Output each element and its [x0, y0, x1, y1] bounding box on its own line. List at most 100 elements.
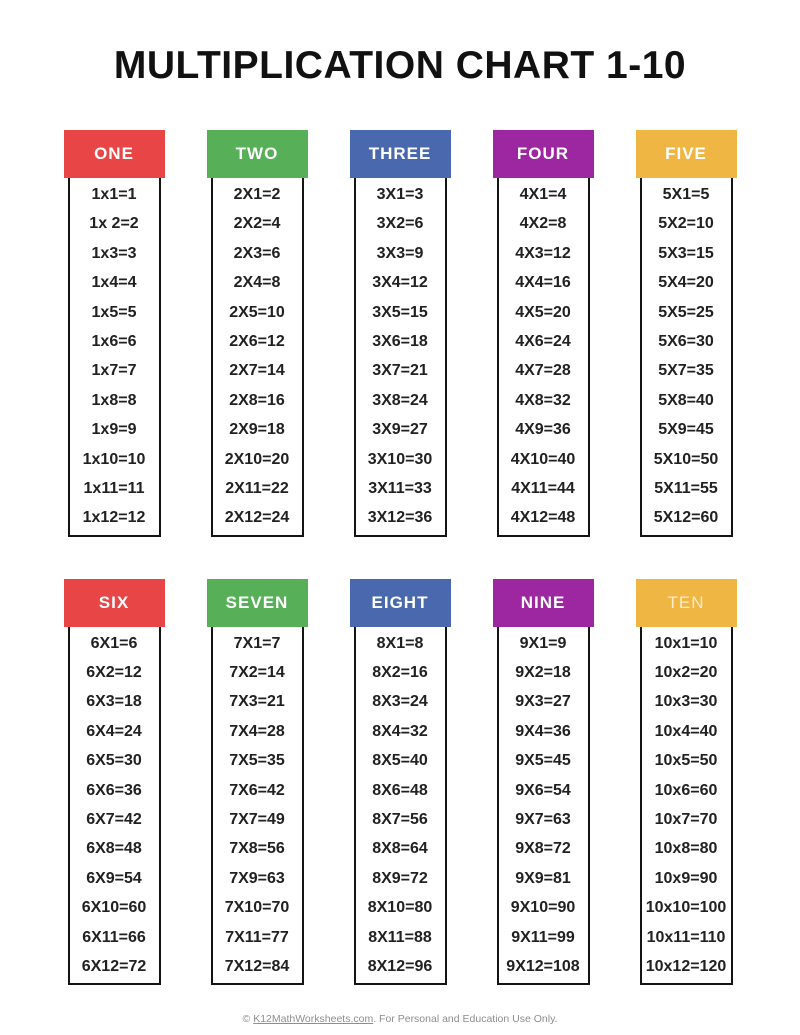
fact-row: 10x7=70	[654, 811, 718, 829]
fact-row: 10x11=110	[646, 928, 726, 946]
fact-row: 5X6=30	[658, 332, 714, 350]
fact-row: 10x8=80	[654, 840, 718, 858]
fact-row: 10x5=50	[654, 752, 718, 770]
fact-row: 10x2=20	[654, 664, 718, 682]
card-four: FOUR 4X1=4 4X2=8 4X3=12 4X4=16 4X5=20 4X6=24 4X…	[492, 130, 594, 537]
fact-row: 4X1=4	[519, 186, 567, 203]
card-header-ten: TEN	[635, 578, 737, 627]
fact-row: 4X4=16	[515, 274, 571, 292]
card-header-four: FOUR	[492, 130, 594, 178]
fact-row: 7X8=56	[229, 840, 285, 858]
fact-row: 8X12=96	[367, 957, 433, 975]
fact-row: 3X6=18	[372, 332, 428, 350]
fact-row: 2X6=12	[229, 332, 285, 350]
fact-row: 9X7=63	[515, 811, 571, 829]
page-title: MULTIPLICATION CHART 1-10	[113, 44, 687, 87]
fact-row: 4X2=8	[519, 215, 567, 233]
fact-row: 5X3=15	[658, 244, 714, 262]
card-body-six: 6X1=6 6X2=12 6X3=18 6X4=24 6X5=30 6X6=36 6X7=4…	[67, 624, 161, 986]
fact-row: 1x1=1	[91, 186, 137, 203]
fact-row: 6X10=60	[81, 899, 147, 917]
card-ten: TEN 10x1=10 10x2=20 10x3=30 10x4=40 10x5=50 10…	[635, 578, 737, 986]
fact-row: 6X2=12	[86, 664, 142, 682]
copyright-symbol: ©	[242, 1013, 254, 1026]
fact-row: 3X4=12	[372, 274, 428, 292]
fact-row: 4X10=40	[510, 450, 576, 468]
card-one: ONE 1x1=1 1x 2=2 1x3=3 1x4=4 1x5=5 1x6=6 1x7=7 1…	[63, 130, 165, 537]
fact-row: 3X5=15	[372, 303, 428, 321]
fact-row: 6X7=42	[86, 811, 142, 829]
footer-link[interactable]: K12MathWorksheets.com	[253, 1013, 374, 1026]
fact-row: 9X4=36	[515, 722, 571, 740]
fact-row: 8X5=40	[372, 752, 428, 770]
fact-row: 4X5=20	[515, 303, 571, 321]
card-body-eight: 8X1=8 8X2=16 8X3=24 8X4=32 8X5=40 8X6=48 8X7=5…	[353, 624, 447, 986]
fact-row: 10x10=100	[645, 899, 727, 917]
card-seven: SEVEN 7X1=7 7X2=14 7X3=21 7X4=28 7X5=35 7X6=42…	[206, 578, 308, 986]
fact-row: 6X8=48	[86, 840, 142, 858]
fact-row: 4X7=28	[515, 362, 571, 380]
card-six: SIX 6X1=6 6X2=12 6X3=18 6X4=24 6X5=30 6X6=36 6X…	[63, 578, 165, 986]
fact-row: 3X3=9	[376, 244, 424, 262]
fact-row: 2X4=8	[233, 274, 281, 292]
fact-row: 1x4=4	[91, 274, 137, 292]
fact-row: 5X8=40	[658, 391, 714, 409]
fact-row: 8X8=64	[372, 840, 428, 858]
card-body-three: 3X1=3 3X2=6 3X3=9 3X4=12 3X5=15 3X6=18 3X7=21 3…	[353, 176, 447, 537]
fact-row: 7X3=21	[229, 693, 285, 711]
card-body-seven: 7X1=7 7X2=14 7X3=21 7X4=28 7X5=35 7X6=42 7X7=4…	[210, 624, 304, 986]
fact-row: 8X3=24	[372, 693, 428, 711]
fact-row: 7X6=42	[229, 781, 285, 799]
fact-row: 7X4=28	[229, 722, 285, 740]
fact-row: 7X9=63	[229, 869, 285, 887]
fact-row: 7X7=49	[229, 811, 285, 829]
fact-row: 10x6=60	[654, 781, 718, 799]
fact-row: 6X1=6	[90, 634, 138, 652]
card-nine: NINE 9X1=9 9X2=18 9X3=27 9X4=36 9X5=45 9X6=54 9…	[492, 578, 594, 986]
fact-row: 9X10=90	[510, 899, 576, 917]
card-body-ten: 10x1=10 10x2=20 10x3=30 10x4=40 10x5=50 10x6=…	[639, 624, 733, 986]
footer: © K12MathWorksheets.com. For Personal an…	[0, 1013, 800, 1025]
fact-row: 1x 2=2	[89, 215, 139, 233]
fact-row: 8X7=56	[372, 811, 428, 829]
fact-row: 7X11=77	[225, 928, 289, 946]
fact-row: 5X7=35	[658, 362, 714, 380]
fact-row: 2X8=16	[229, 391, 285, 409]
fact-row: 9X1=9	[519, 634, 567, 652]
card-body-one: 1x1=1 1x 2=2 1x3=3 1x4=4 1x5=5 1x6=6 1x7=7 1x8=…	[67, 176, 161, 537]
fact-row: 2X10=20	[224, 450, 290, 468]
fact-row: 8X6=48	[372, 781, 428, 799]
card-header-two: TWO	[206, 130, 308, 178]
fact-row: 5X4=20	[658, 274, 714, 292]
fact-row: 1x6=6	[91, 332, 137, 350]
card-body-five: 5X1=5 5X2=10 5X3=15 5X4=20 5X5=25 5X6=30 5X7=3…	[639, 176, 733, 537]
fact-row: 9X8=72	[515, 840, 571, 858]
fact-row: 8X4=32	[372, 722, 428, 740]
fact-row: 2X1=2	[233, 186, 281, 203]
fact-row: 1x7=7	[91, 362, 137, 380]
card-body-four: 4X1=4 4X2=8 4X3=12 4X4=16 4X5=20 4X6=24 4X7=28…	[496, 176, 590, 537]
fact-row: 6X4=24	[86, 722, 142, 740]
fact-row: 6X3=18	[86, 693, 142, 711]
fact-row: 4X12=48	[510, 509, 576, 527]
fact-row: 1x5=5	[91, 303, 137, 321]
card-two: TWO 2X1=2 2X2=4 2X3=6 2X4=8 2X5=10 2X6=12 2X7=1…	[206, 130, 308, 537]
card-header-nine: NINE	[492, 578, 594, 627]
fact-row: 6X9=54	[86, 869, 142, 887]
fact-row: 7X5=35	[229, 752, 285, 770]
fact-row: 4X3=12	[515, 244, 571, 262]
fact-row: 8X9=72	[372, 869, 428, 887]
fact-row: 8X1=8	[376, 634, 424, 652]
fact-row: 5X2=10	[658, 215, 714, 233]
fact-row: 3X11=33	[368, 479, 432, 497]
fact-row: 8X11=88	[368, 928, 432, 946]
fact-row: 9X5=45	[515, 752, 571, 770]
card-header-six: SIX	[63, 578, 165, 627]
fact-row: 1x3=3	[91, 244, 137, 262]
fact-row: 9X2=18	[515, 664, 571, 682]
cards-row-1: ONE 1x1=1 1x 2=2 1x3=3 1x4=4 1x5=5 1x6=6 1x7=7 1…	[0, 130, 800, 537]
fact-row: 3X2=6	[376, 215, 424, 233]
card-three: THREE 3X1=3 3X2=6 3X3=9 3X4=12 3X5=15 3X6=18 3X…	[349, 130, 451, 537]
fact-row: 2X11=22	[225, 479, 289, 497]
